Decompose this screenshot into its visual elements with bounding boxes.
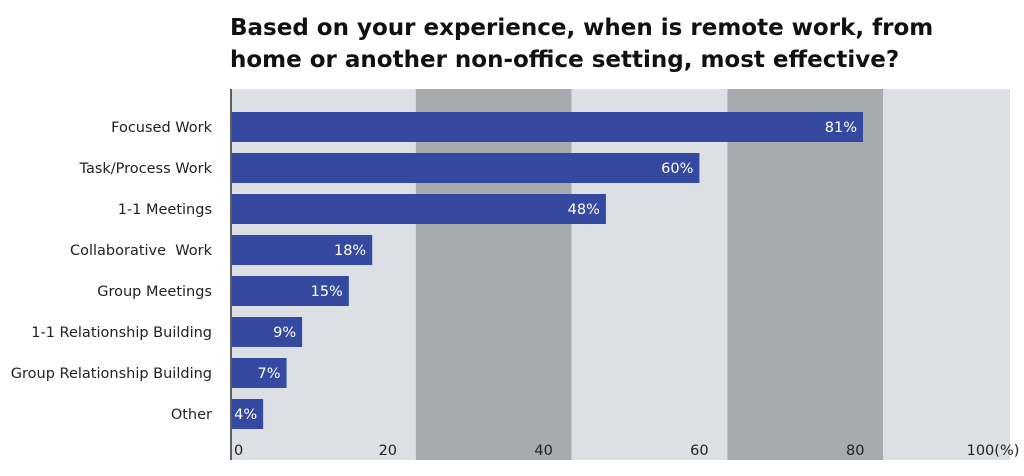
category-label: Focused Work	[111, 120, 212, 136]
x-tick-label: 20	[379, 443, 397, 459]
bar	[232, 235, 373, 265]
category-labels: Focused Work Task/Process Work 1-1 Meeting…	[11, 120, 213, 423]
data-label: 4%	[234, 407, 257, 423]
grid-band	[415, 89, 572, 460]
bar	[232, 399, 264, 429]
bar	[232, 358, 287, 388]
category-label: Group Meetings	[97, 284, 212, 300]
category-label: Other	[171, 407, 212, 423]
x-tick-label: 100(%)	[967, 443, 1020, 459]
data-label: 81%	[825, 120, 857, 136]
grid-band	[883, 89, 1010, 460]
category-label: 1-1 Meetings	[118, 202, 212, 218]
grid-band	[571, 89, 728, 460]
grid-bands	[230, 89, 1010, 460]
data-label: 15%	[311, 284, 343, 300]
bar	[232, 317, 303, 347]
x-tick-labels: 0 20 40 60 80 100(%)	[234, 443, 1019, 459]
bars	[232, 112, 863, 429]
data-label: 7%	[258, 366, 281, 382]
data-label: 60%	[661, 161, 693, 177]
grid-band	[727, 89, 884, 460]
category-label: Group Relationship Building	[11, 366, 212, 382]
x-tick-label: 60	[690, 443, 708, 459]
category-label: Task/Process Work	[78, 161, 212, 177]
x-tick-label: 0	[234, 443, 243, 459]
category-label: 1-1 Relationship Building	[31, 325, 212, 341]
category-label: Collaborative Work	[70, 243, 213, 259]
data-label: 9%	[273, 325, 296, 341]
data-label: 48%	[568, 202, 600, 218]
bar	[232, 112, 863, 142]
x-tick-label: 40	[534, 443, 552, 459]
chart-title: Based on your experience, when is remote…	[230, 15, 934, 73]
data-label: 18%	[334, 243, 366, 259]
bar	[232, 153, 700, 183]
x-tick-label: 80	[846, 443, 864, 459]
data-labels: 81% 60% 48% 18% 15% 9% 7% 4%	[234, 120, 857, 423]
bar	[232, 276, 349, 306]
bar	[232, 194, 606, 224]
grid-band	[230, 89, 416, 460]
